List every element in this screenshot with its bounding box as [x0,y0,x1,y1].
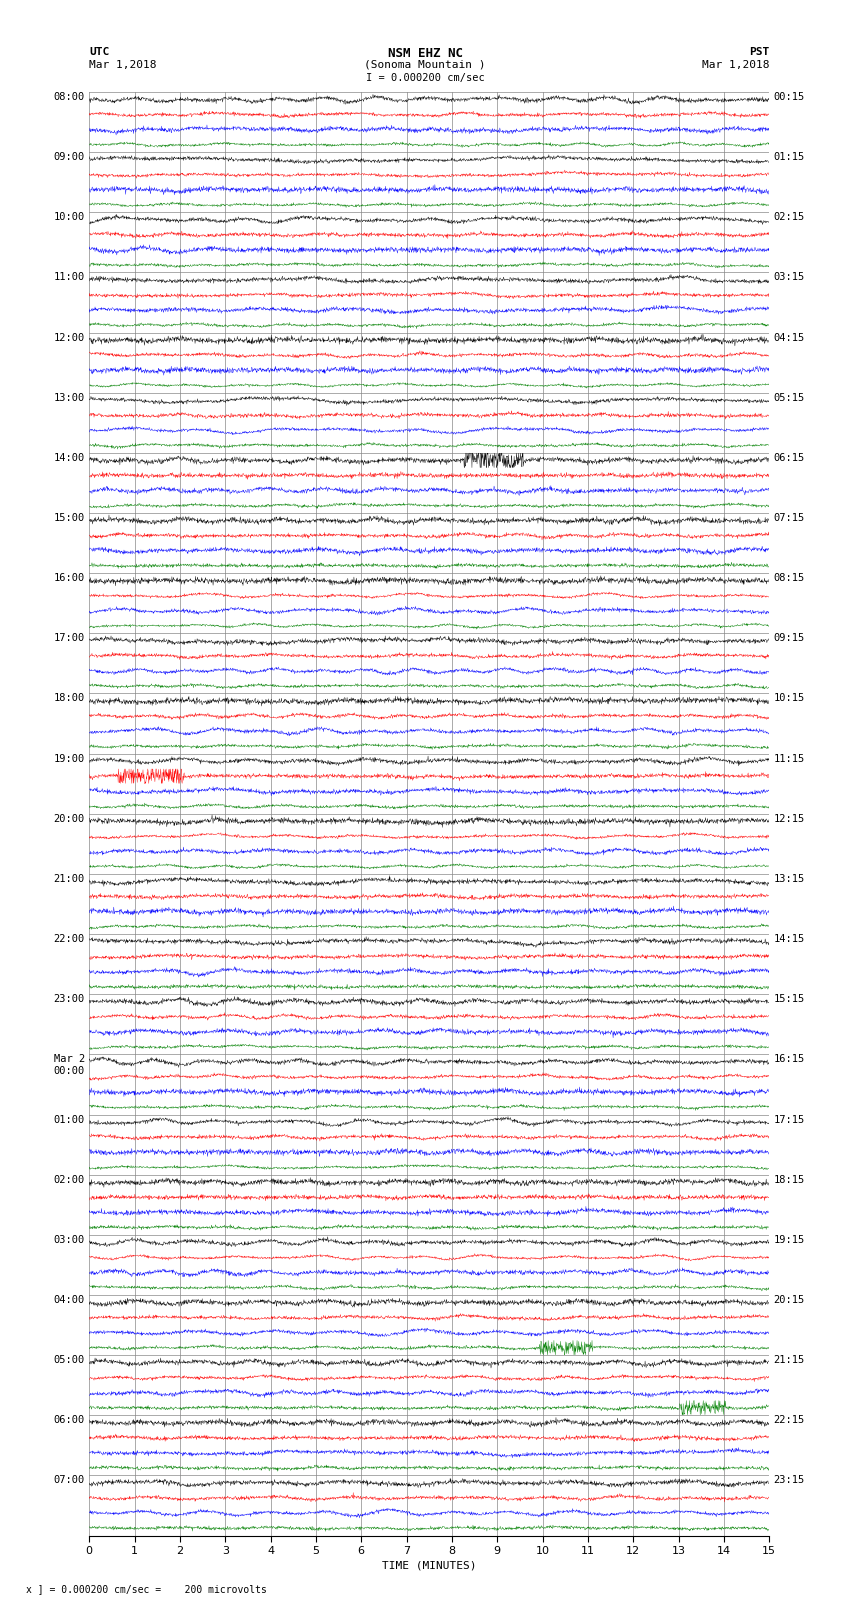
Text: PST: PST [749,47,769,56]
Text: 04:15: 04:15 [774,332,805,342]
Text: 03:15: 03:15 [774,273,805,282]
Text: 20:00: 20:00 [54,815,85,824]
Text: 19:00: 19:00 [54,753,85,763]
X-axis label: TIME (MINUTES): TIME (MINUTES) [382,1560,477,1569]
Text: 22:15: 22:15 [774,1415,805,1426]
Text: 18:15: 18:15 [774,1174,805,1184]
Text: 01:15: 01:15 [774,152,805,161]
Text: Mar 1,2018: Mar 1,2018 [89,60,156,69]
Text: 06:15: 06:15 [774,453,805,463]
Text: 06:00: 06:00 [54,1415,85,1426]
Text: 18:00: 18:00 [54,694,85,703]
Text: 21:00: 21:00 [54,874,85,884]
Text: 12:15: 12:15 [774,815,805,824]
Text: 08:00: 08:00 [54,92,85,102]
Text: 00:15: 00:15 [774,92,805,102]
Text: 02:00: 02:00 [54,1174,85,1184]
Text: 23:00: 23:00 [54,994,85,1005]
Text: 09:15: 09:15 [774,634,805,644]
Text: 16:00: 16:00 [54,573,85,584]
Text: I = 0.000200 cm/sec: I = 0.000200 cm/sec [366,73,484,82]
Text: 07:15: 07:15 [774,513,805,523]
Text: 10:00: 10:00 [54,213,85,223]
Text: (Sonoma Mountain ): (Sonoma Mountain ) [365,60,485,69]
Text: 14:00: 14:00 [54,453,85,463]
Text: NSM EHZ NC: NSM EHZ NC [388,47,462,60]
Text: 13:15: 13:15 [774,874,805,884]
Text: 09:00: 09:00 [54,152,85,161]
Text: 13:00: 13:00 [54,392,85,403]
Text: 20:15: 20:15 [774,1295,805,1305]
Text: 22:00: 22:00 [54,934,85,944]
Text: 23:15: 23:15 [774,1476,805,1486]
Text: 07:00: 07:00 [54,1476,85,1486]
Text: 11:15: 11:15 [774,753,805,763]
Text: 19:15: 19:15 [774,1236,805,1245]
Text: x ] = 0.000200 cm/sec =    200 microvolts: x ] = 0.000200 cm/sec = 200 microvolts [26,1584,266,1594]
Text: 15:00: 15:00 [54,513,85,523]
Text: Mar 1,2018: Mar 1,2018 [702,60,769,69]
Text: 10:15: 10:15 [774,694,805,703]
Text: 03:00: 03:00 [54,1236,85,1245]
Text: 05:00: 05:00 [54,1355,85,1365]
Text: 08:15: 08:15 [774,573,805,584]
Text: 17:00: 17:00 [54,634,85,644]
Text: 01:00: 01:00 [54,1115,85,1124]
Text: 02:15: 02:15 [774,213,805,223]
Text: UTC: UTC [89,47,110,56]
Text: 14:15: 14:15 [774,934,805,944]
Text: 15:15: 15:15 [774,994,805,1005]
Text: 04:00: 04:00 [54,1295,85,1305]
Text: 16:15: 16:15 [774,1055,805,1065]
Text: 21:15: 21:15 [774,1355,805,1365]
Text: 12:00: 12:00 [54,332,85,342]
Text: 11:00: 11:00 [54,273,85,282]
Text: Mar 2
00:00: Mar 2 00:00 [54,1055,85,1076]
Text: 05:15: 05:15 [774,392,805,403]
Text: 17:15: 17:15 [774,1115,805,1124]
